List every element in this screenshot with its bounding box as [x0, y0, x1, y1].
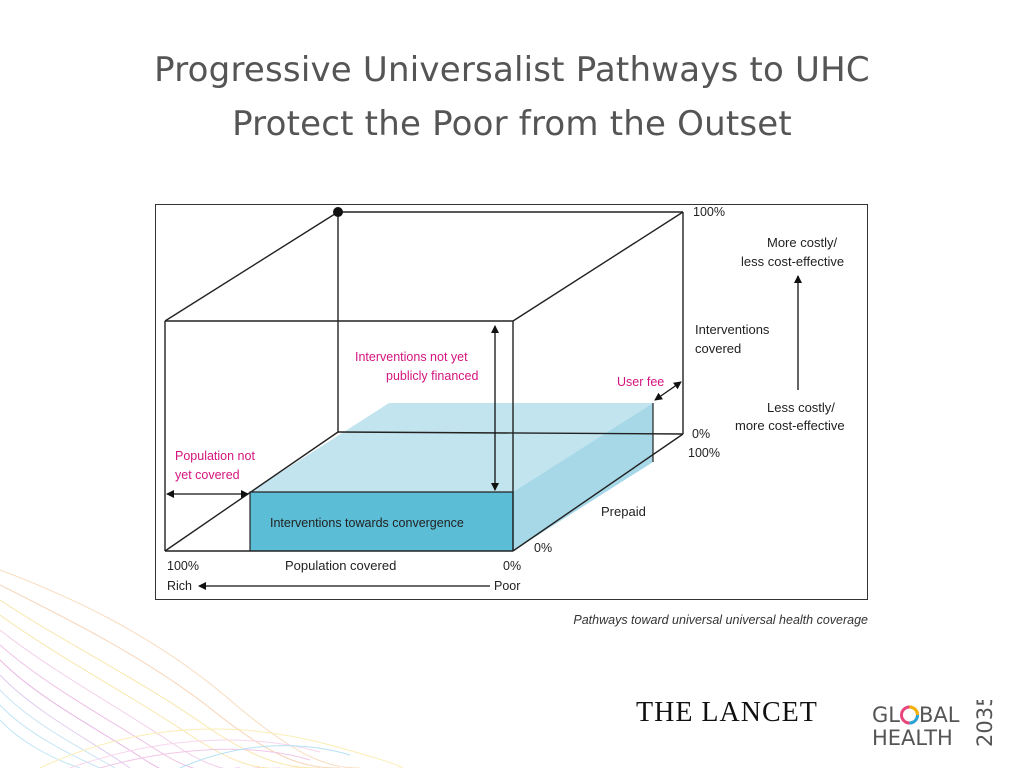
interventions-covered-label-2: covered [695, 341, 741, 356]
rich-label: Rich [167, 579, 192, 593]
corner-dot [333, 207, 343, 217]
pct-100-top-label: 100% [693, 205, 725, 219]
population-covered-label: Population covered [285, 558, 396, 573]
user-fee-label: User fee [617, 375, 664, 389]
prepaid-label: Prepaid [601, 504, 646, 519]
more-costly-label-2: less cost-effective [741, 254, 844, 269]
pop-not-covered-label-2: yet covered [175, 468, 240, 482]
cube-wireframe [164, 211, 684, 552]
convergence-label: Interventions towards convergence [270, 516, 464, 530]
slide-title-line-1: Progressive Universalist Pathways to UHC [154, 50, 870, 90]
slide-title-line-2: Protect the Poor from the Outset [232, 104, 792, 144]
pct-0-bottom-label: 0% [503, 559, 521, 573]
less-costly-label-2: more cost-effective [735, 418, 845, 433]
svg-text:HEALTH: HEALTH [872, 726, 953, 750]
poor-label: Poor [494, 579, 520, 593]
less-costly-label-1: Less costly/ [767, 400, 835, 415]
pct-100-left-label: 100% [167, 559, 199, 573]
pct-0-depth-label: 0% [534, 541, 552, 555]
pct-100-right-label: 100% [688, 446, 720, 460]
svg-text:BAL: BAL [919, 703, 960, 727]
svg-text:GL: GL [872, 703, 900, 727]
lancet-logo: THE LANCET [636, 697, 818, 728]
not-financed-label-2: publicly financed [386, 369, 478, 383]
user-fee-double-arrow [654, 381, 682, 401]
figure-caption: Pathways toward universal universal heal… [573, 613, 868, 627]
box-side-face [513, 403, 653, 551]
uhc-cube-diagram: 100% More costly/ less cost-effective In… [164, 205, 845, 593]
not-financed-label-1: Interventions not yet [355, 350, 468, 364]
box-front-face [250, 492, 513, 551]
pct-0-right-label: 0% [692, 427, 710, 441]
more-costly-label-1: More costly/ [767, 235, 837, 250]
global-health-2035-logo: GL BAL HEALTH 2035 [872, 700, 997, 750]
pop-not-covered-label-1: Population not [175, 449, 255, 463]
svg-text:2035: 2035 [973, 700, 997, 747]
interventions-covered-label-1: Interventions [695, 322, 770, 337]
box-top-face [250, 403, 653, 492]
